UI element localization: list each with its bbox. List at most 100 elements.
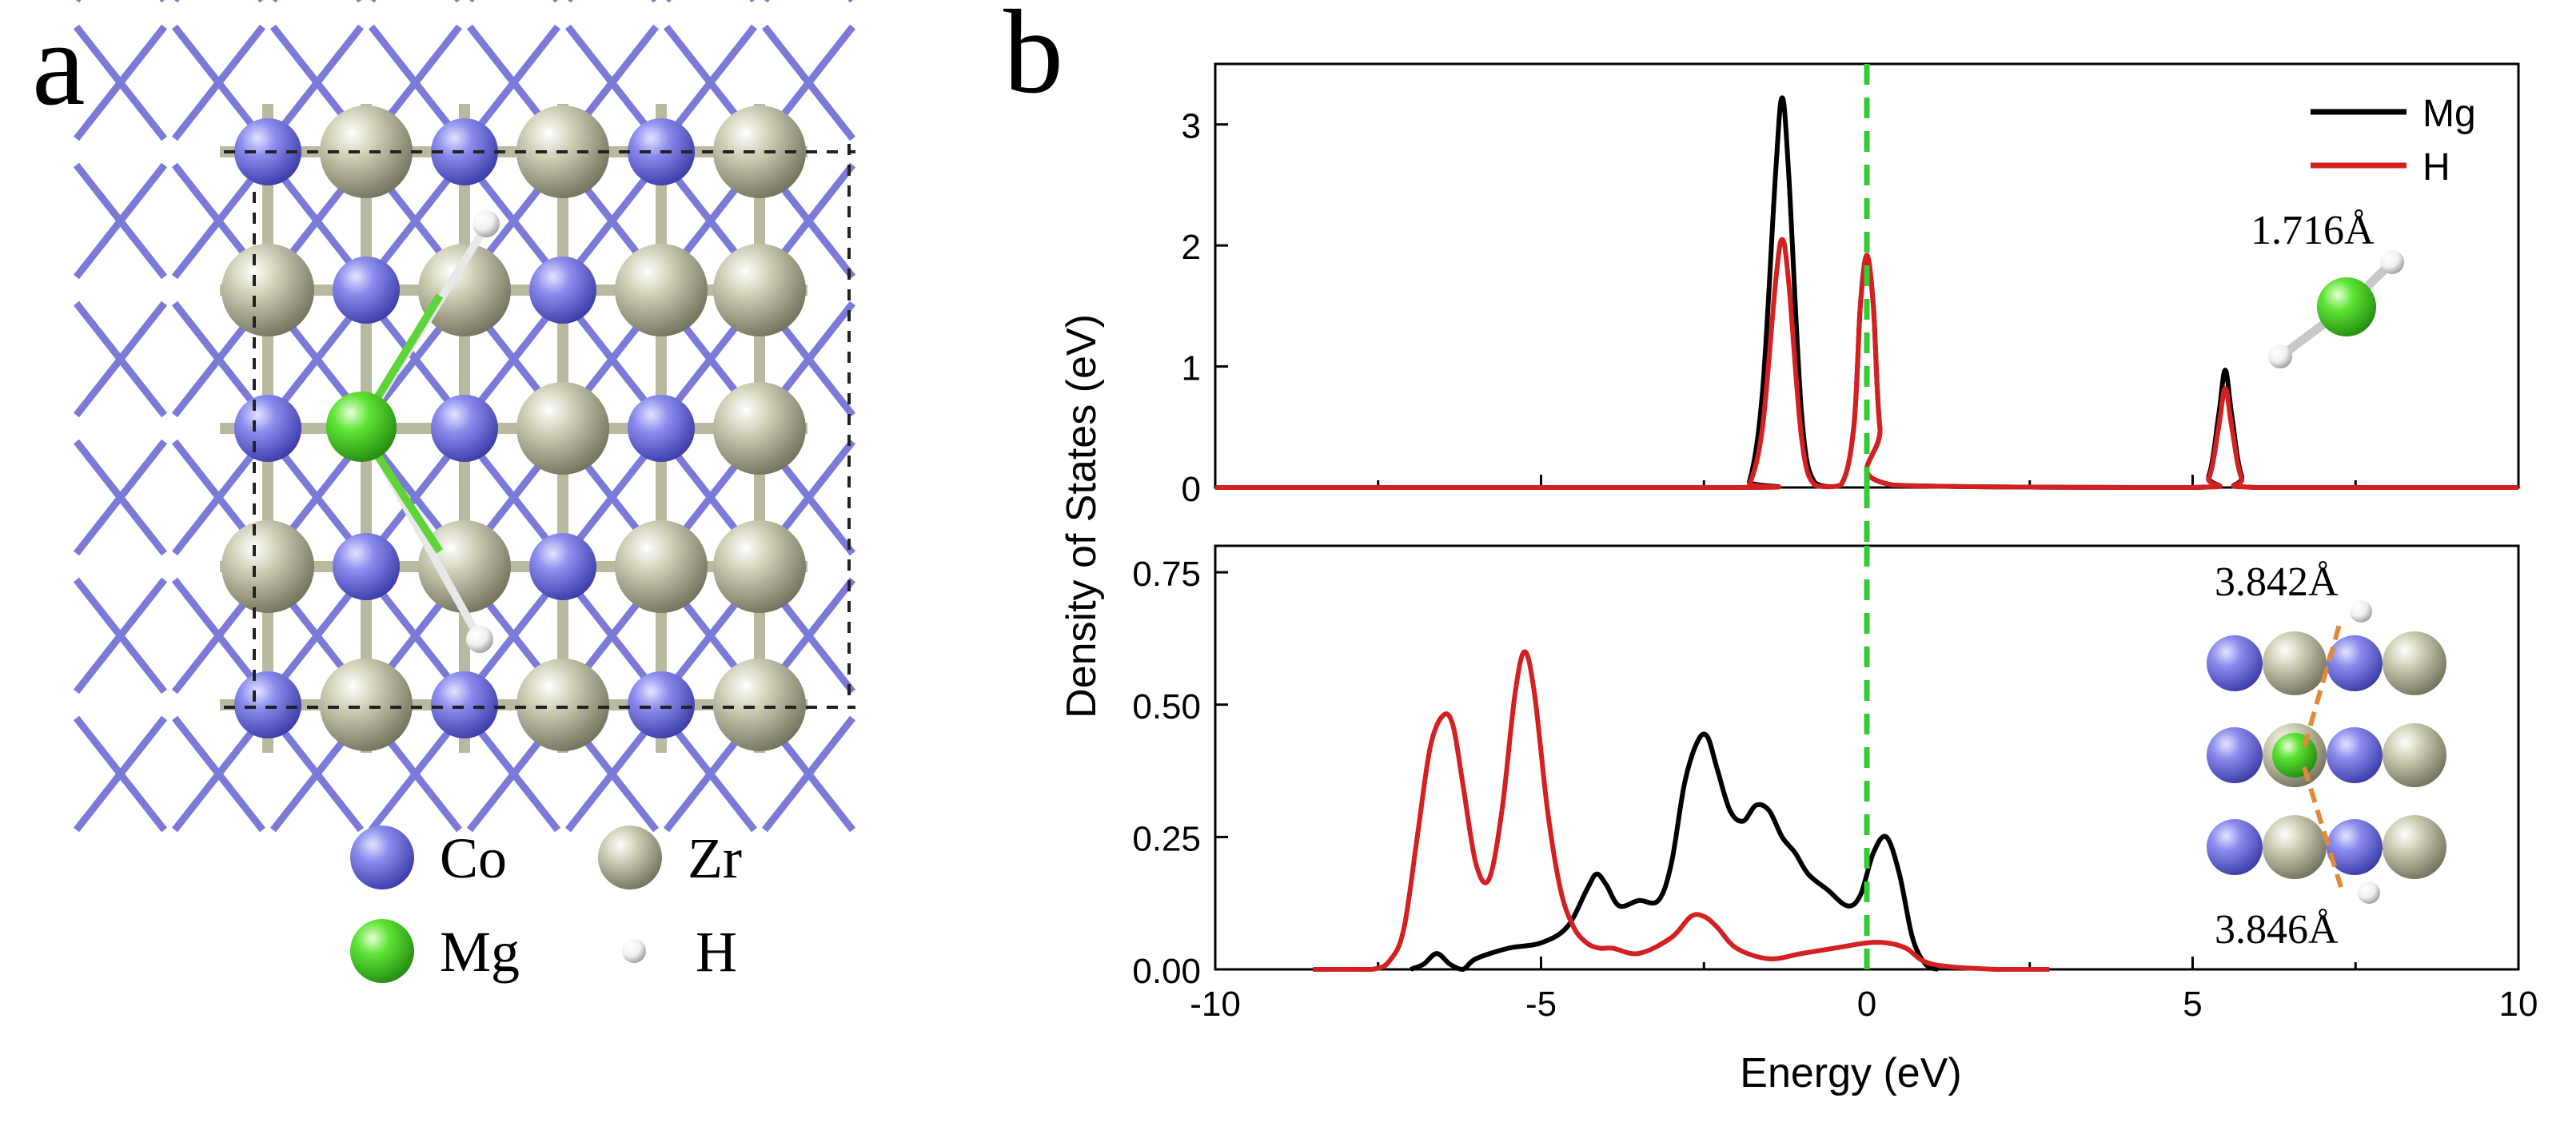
zr-atom bbox=[320, 105, 413, 198]
h-legend-marker bbox=[622, 939, 646, 963]
x-tick-label: -10 bbox=[1190, 985, 1241, 1024]
co-atom bbox=[2207, 635, 2263, 691]
zr-atom bbox=[615, 244, 708, 336]
h-series-label: H bbox=[2422, 146, 2450, 189]
mg-legend-label: Mg bbox=[440, 920, 520, 984]
h-atom bbox=[466, 626, 493, 653]
mg-atom bbox=[326, 392, 397, 462]
co-bond bbox=[73, 715, 168, 833]
x-tick-label: -5 bbox=[1525, 985, 1557, 1024]
x-tick-label: 5 bbox=[2183, 985, 2202, 1024]
zr-atom bbox=[2383, 815, 2446, 879]
y-tick-label: 0.00 bbox=[1132, 952, 1201, 991]
co-atom bbox=[234, 395, 301, 462]
co-bond bbox=[171, 24, 266, 141]
y-tick-label: 0.50 bbox=[1132, 687, 1201, 726]
co-atom bbox=[2327, 727, 2383, 783]
y-axis-label: Density of States (eV) bbox=[1059, 314, 1105, 718]
co-bond bbox=[269, 577, 365, 694]
co-bond bbox=[564, 162, 660, 280]
co-bond bbox=[159, 0, 165, 3]
zr-atom bbox=[516, 382, 609, 475]
mg-on-surface-inset: 3.842Å 3.846Å bbox=[2207, 559, 2446, 953]
co-bond bbox=[651, 0, 657, 3]
co-atom bbox=[431, 671, 498, 738]
dos-plot-top: 0 1 2 3 Mg H 1.716Å bbox=[1182, 62, 2520, 509]
co-bond bbox=[272, 0, 278, 3]
co-atom bbox=[2207, 727, 2263, 783]
mg-h2-molecule-inset: 1.716Å bbox=[2251, 208, 2404, 368]
co-bond bbox=[368, 162, 463, 280]
co-bond bbox=[257, 0, 264, 3]
co-bond bbox=[564, 439, 660, 556]
co-bond bbox=[761, 715, 856, 833]
bond-length-label-upper: 3.842Å bbox=[2215, 559, 2339, 605]
co-bond bbox=[73, 577, 168, 694]
zr-atom bbox=[713, 244, 806, 336]
h-legend-label: H bbox=[696, 920, 737, 984]
co-bond bbox=[171, 162, 266, 280]
h-atom bbox=[473, 210, 500, 237]
mg-bond bbox=[365, 440, 444, 554]
zr-atom bbox=[713, 659, 806, 751]
co-atom bbox=[431, 118, 498, 185]
bond-length-label-top: 1.716Å bbox=[2251, 208, 2375, 253]
y-tick-label: 3 bbox=[1182, 107, 1201, 146]
co-legend-label: Co bbox=[440, 826, 507, 890]
structure-legend: Co Zr Mg H bbox=[350, 826, 742, 984]
y-tick-label: 2 bbox=[1182, 228, 1201, 267]
h-dos-curve bbox=[1313, 649, 2050, 973]
dos-plot-bottom: 0.00 0.25 0.50 0.75 -10 -5 0 5 10 3.842Å 3.846Å bbox=[1132, 544, 2538, 1024]
mg-legend-marker bbox=[350, 919, 414, 983]
y-tick-label: 0.75 bbox=[1132, 555, 1201, 594]
x-tick-label: 10 bbox=[2499, 985, 2538, 1024]
mg-atom bbox=[2272, 733, 2317, 778]
co-bond bbox=[749, 0, 756, 3]
zr-atom bbox=[2263, 631, 2327, 695]
h-atom bbox=[2358, 881, 2380, 904]
crystal-structure-view bbox=[73, 0, 856, 833]
co-bond bbox=[466, 577, 561, 694]
co-bond bbox=[269, 300, 365, 418]
zr-atom bbox=[713, 520, 806, 613]
mg-series-label: Mg bbox=[2422, 93, 2476, 135]
zr-atom bbox=[516, 659, 609, 751]
co-bond bbox=[564, 715, 660, 833]
zr-atom bbox=[320, 659, 413, 751]
co-atom bbox=[431, 395, 498, 462]
co-atom bbox=[529, 257, 596, 324]
co-atom bbox=[2327, 819, 2383, 875]
co-atom bbox=[333, 257, 400, 324]
zr-atom bbox=[418, 520, 511, 613]
co-bond bbox=[663, 24, 758, 141]
co-atom bbox=[628, 395, 695, 462]
co-bond bbox=[269, 24, 365, 141]
zr-atom bbox=[2263, 815, 2327, 879]
co-legend-marker bbox=[350, 826, 414, 889]
zr-atom bbox=[713, 382, 806, 475]
co-bond bbox=[368, 715, 463, 833]
co-bond bbox=[171, 439, 266, 556]
zr-legend-marker bbox=[598, 826, 662, 889]
co-atom bbox=[628, 671, 695, 738]
co-bond bbox=[567, 0, 573, 3]
zr-atom bbox=[2383, 631, 2446, 695]
co-atom bbox=[2207, 819, 2263, 875]
zr-atom bbox=[221, 244, 314, 336]
y-tick-label: 0 bbox=[1182, 470, 1201, 509]
co-bond bbox=[466, 300, 561, 418]
co-bond bbox=[73, 162, 168, 280]
h-atom-icon bbox=[2380, 250, 2404, 274]
co-bond bbox=[665, 0, 672, 3]
co-atom bbox=[333, 533, 400, 600]
mg-dos-curve bbox=[1410, 731, 1940, 972]
zr-atom bbox=[713, 105, 806, 198]
co-bond bbox=[454, 0, 461, 3]
h-dos-curve bbox=[1215, 237, 2518, 491]
co-bond bbox=[73, 24, 168, 141]
zr-atom bbox=[418, 244, 511, 336]
mg-atom-icon bbox=[2317, 277, 2376, 336]
h-atom bbox=[2350, 600, 2372, 623]
y-tick-label: 0.25 bbox=[1132, 819, 1201, 858]
